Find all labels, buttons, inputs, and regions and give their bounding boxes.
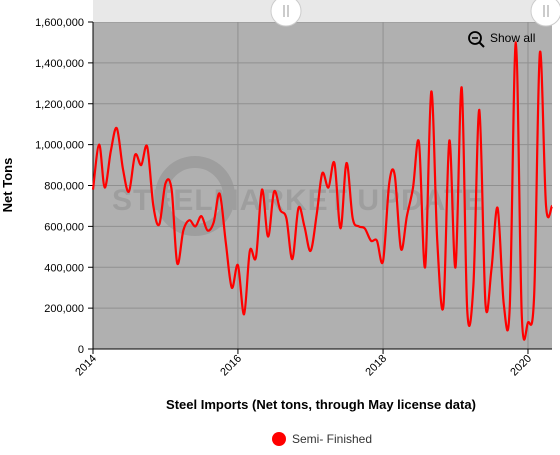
range-navigator[interactable] <box>93 0 560 27</box>
y-tick-label: 1,400,000 <box>35 58 84 70</box>
y-tick-label: 1,200,000 <box>35 99 84 111</box>
y-tick-label: 1,600,000 <box>35 17 84 29</box>
navigator-right-handle[interactable] <box>530 0 560 27</box>
y-tick-label: 600,000 <box>44 221 84 233</box>
x-tick-label: 2020 <box>508 353 534 379</box>
y-tick-label: 1,000,000 <box>35 140 84 152</box>
show-all-button[interactable]: Show all <box>468 31 535 48</box>
navigator-left-handle[interactable] <box>270 0 302 27</box>
legend-item-semi-finished[interactable]: Semi- Finished <box>272 432 372 446</box>
y-tick-label: 0 <box>78 344 84 356</box>
legend[interactable]: Semi- Finished <box>272 432 372 446</box>
x-tick-label: 2016 <box>218 353 244 379</box>
navigator-track[interactable] <box>93 0 552 22</box>
series-line-semi-finished <box>91 41 554 341</box>
x-tick-label: 2014 <box>73 353 99 379</box>
zoom-out-icon <box>468 31 485 48</box>
y-tick-label: 400,000 <box>44 262 84 274</box>
y-tick-label: 800,000 <box>44 181 84 193</box>
x-axis-title: Steel Imports (Net tons, through May lic… <box>166 397 476 412</box>
x-tick-label: 2018 <box>363 353 389 379</box>
y-tick-label: 200,000 <box>44 303 84 315</box>
y-axis-title: Net Tons <box>0 158 15 213</box>
watermark-circle-icon <box>155 156 235 236</box>
legend-label: Semi- Finished <box>292 432 372 446</box>
series-layer <box>91 41 554 341</box>
legend-marker-icon <box>272 432 286 446</box>
show-all-label: Show all <box>490 31 535 45</box>
